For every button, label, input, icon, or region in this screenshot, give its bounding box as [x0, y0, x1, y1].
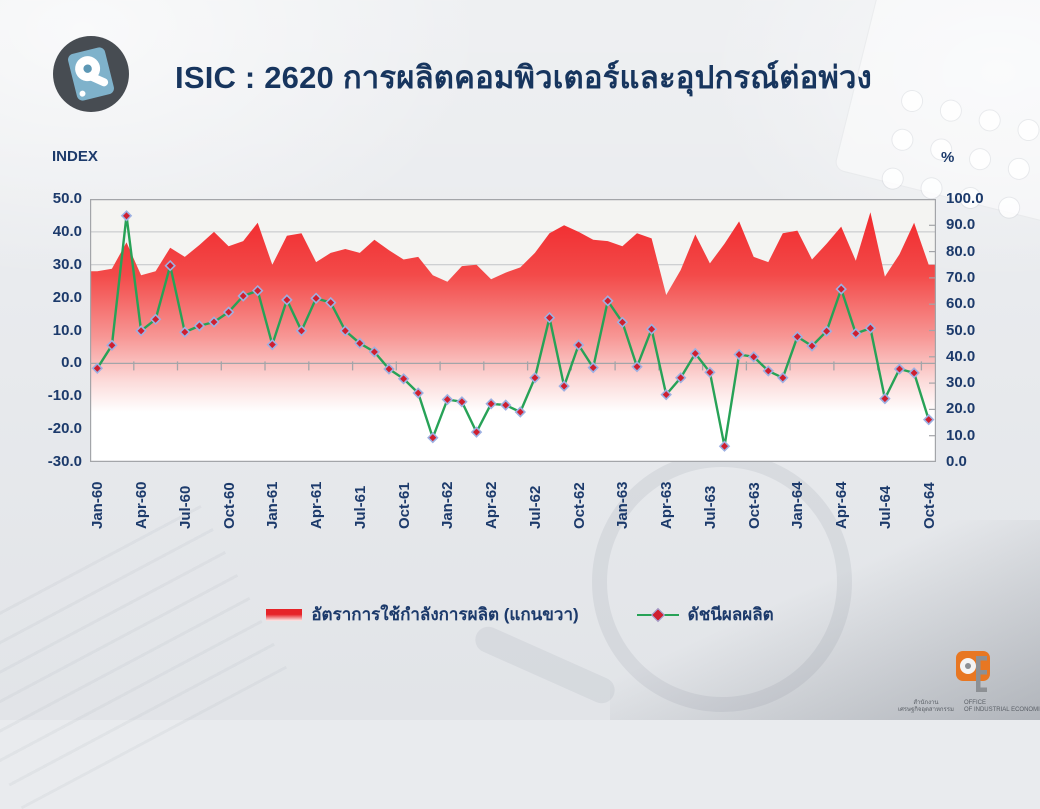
chart-legend: อัตราการใช้กำลังการผลิต (แกนขวา) ดัชนีผล…: [0, 601, 1040, 628]
left-axis-title: INDEX: [52, 148, 98, 165]
x-axis-label: Jul-62: [526, 485, 544, 529]
right-axis-tick-label: 0.0: [946, 453, 967, 470]
x-axis-label: Apr-60: [133, 481, 151, 529]
right-axis-tick-label: 100.0: [946, 190, 984, 207]
hard-drive-icon: [53, 36, 129, 112]
x-axis-label: Apr-62: [483, 481, 501, 529]
left-axis-tick-label: -30.0: [47, 453, 82, 470]
left-axis-tick-label: -10.0: [47, 387, 82, 405]
x-axis-label: Jan-60: [89, 481, 107, 529]
x-axis-label: Oct-62: [570, 482, 588, 529]
left-axis-tick-label: 50.0: [52, 190, 82, 207]
right-axis-tick-label: 20.0: [946, 400, 976, 418]
x-axis-label: Jan-63: [614, 481, 632, 529]
x-axis-label: Jul-60: [176, 485, 194, 529]
right-axis-tick-label: 50.0: [946, 321, 976, 339]
x-axis-label: Oct-60: [220, 482, 238, 529]
left-axis-tick-label: 0.0: [61, 354, 82, 372]
x-axis-label: Oct-63: [745, 482, 763, 529]
x-axis-label: Apr-64: [833, 481, 851, 529]
x-axis-label: Jan-61: [264, 481, 282, 529]
x-axis-label: Jul-64: [876, 485, 894, 529]
green-line-diamond-swatch: [636, 607, 679, 622]
left-axis-tick-label: 20.0: [52, 288, 82, 306]
left-axis-tick-label: -20.0: [47, 420, 82, 438]
right-axis-tick-label: 10.0: [946, 426, 976, 444]
left-axis-tick-label: 30.0: [52, 255, 82, 273]
right-axis-tick-label: 90.0: [946, 216, 976, 234]
right-axis-tick-label: 80.0: [946, 242, 976, 260]
x-axis-label: Oct-64: [920, 482, 938, 529]
header: ISIC : 2620 การผลิตคอมพิวเตอร์และอุปกรณ์…: [0, 0, 1040, 130]
x-axis-label: Jul-63: [701, 485, 719, 529]
right-axis-tick-label: 60.0: [946, 295, 976, 313]
oie-logo-english-text: OFFICE OF INDUSTRIAL ECONOMICS: [963, 700, 1040, 713]
chart-plot: [90, 199, 936, 462]
right-axis-tick-label: 70.0: [946, 268, 976, 286]
x-axis-label: Apr-61: [308, 481, 326, 529]
right-axis-tick-label: 40.0: [946, 347, 976, 365]
legend-item-production-index: ดัชนีผลผลิต: [636, 601, 774, 628]
x-axis-label: Jul-61: [351, 485, 369, 529]
x-axis-label: Jan-62: [439, 481, 457, 529]
legend-label: อัตราการใช้กำลังการผลิต (แกนขวา): [311, 605, 579, 624]
page-title: ISIC : 2620 การผลิตคอมพิวเตอร์และอุปกรณ์…: [175, 60, 872, 95]
right-axis-tick-label: 30.0: [946, 374, 976, 392]
oie-logo: สำนักงาน เศรษฐกิจอุตสาหกรรม OFFICE OF IN…: [898, 650, 1040, 714]
legend-item-capacity-utilization: อัตราการใช้กำลังการผลิต (แกนขวา): [266, 601, 579, 628]
x-axis-label: Apr-63: [658, 481, 676, 529]
red-area-swatch: [266, 608, 303, 621]
oie-logo-thai-text: สำนักงาน เศรษฐกิจอุตสาหกรรม: [897, 700, 954, 713]
x-axis-label: Jan-64: [789, 481, 807, 529]
left-axis-tick-label: 10.0: [52, 321, 82, 339]
left-axis-tick-label: 40.0: [52, 222, 82, 240]
x-axis-label: Oct-61: [395, 482, 413, 529]
legend-label: ดัชนีผลผลิต: [687, 605, 774, 624]
right-axis-title: %: [941, 149, 955, 166]
corner-vignette: [610, 520, 1040, 720]
oie-logo-icon: [956, 651, 990, 692]
